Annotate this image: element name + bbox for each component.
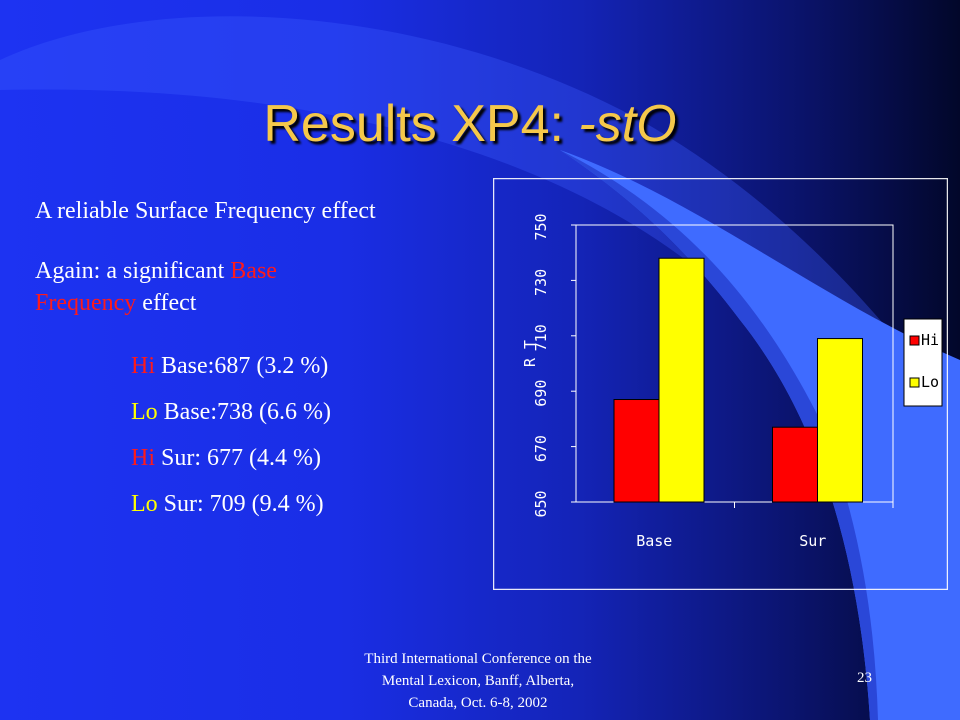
result-hi-base: Hi Base:687 (3.2 %) [131, 353, 329, 379]
legend-swatch-lo [909, 377, 920, 388]
y-tick-label-650: 650 [532, 490, 550, 517]
y-tick-label-730: 730 [532, 269, 550, 296]
chart-frame [493, 178, 948, 590]
y-axis-label: R T [521, 340, 539, 367]
footer-line-2: Mental Lexicon, Banff, Alberta, [381, 673, 575, 689]
result-lo-base: Lo Base:738 (6.6 %) [131, 399, 331, 425]
legend-label-hi: Hi [921, 331, 939, 349]
footer-line-1: Third International Conference on the [364, 651, 592, 667]
y-tick-label-710: 710 [532, 324, 550, 351]
bar-lo-sur [817, 338, 863, 503]
x-category-label-sur: Sur [799, 532, 826, 550]
legend-swatch-hi [909, 335, 920, 346]
bullet-surface-frequency: A reliable Surface Frequency effect [35, 198, 376, 224]
page-number: 23 [857, 670, 872, 686]
x-category-label-base: Base [636, 532, 672, 550]
footer-line-3: Canada, Oct. 6-8, 2002 [408, 695, 548, 711]
bar-hi-sur [772, 426, 818, 503]
bar-hi-base [613, 399, 660, 503]
rt-bar-chart: 650 670 690 710 730 750 R T Base Sur Hi Lo [493, 178, 948, 590]
y-tick-label-670: 670 [532, 435, 550, 462]
bar-lo-base [658, 257, 705, 503]
slide-title: Results XP4: -stO [263, 95, 677, 153]
result-hi-sur: Hi Sur: 677 (4.4 %) [131, 445, 321, 471]
bullet-base-frequency: Again: a significant Base Frequency effec… [35, 258, 277, 316]
footer-citation: Third International Conference on the Me… [288, 648, 668, 714]
y-tick-label-750: 750 [532, 213, 550, 240]
y-tick-label-690: 690 [532, 380, 550, 407]
legend-label-lo: Lo [921, 373, 939, 391]
result-lo-sur: Lo Sur: 709 (9.4 %) [131, 491, 324, 517]
legend-box [903, 318, 943, 407]
